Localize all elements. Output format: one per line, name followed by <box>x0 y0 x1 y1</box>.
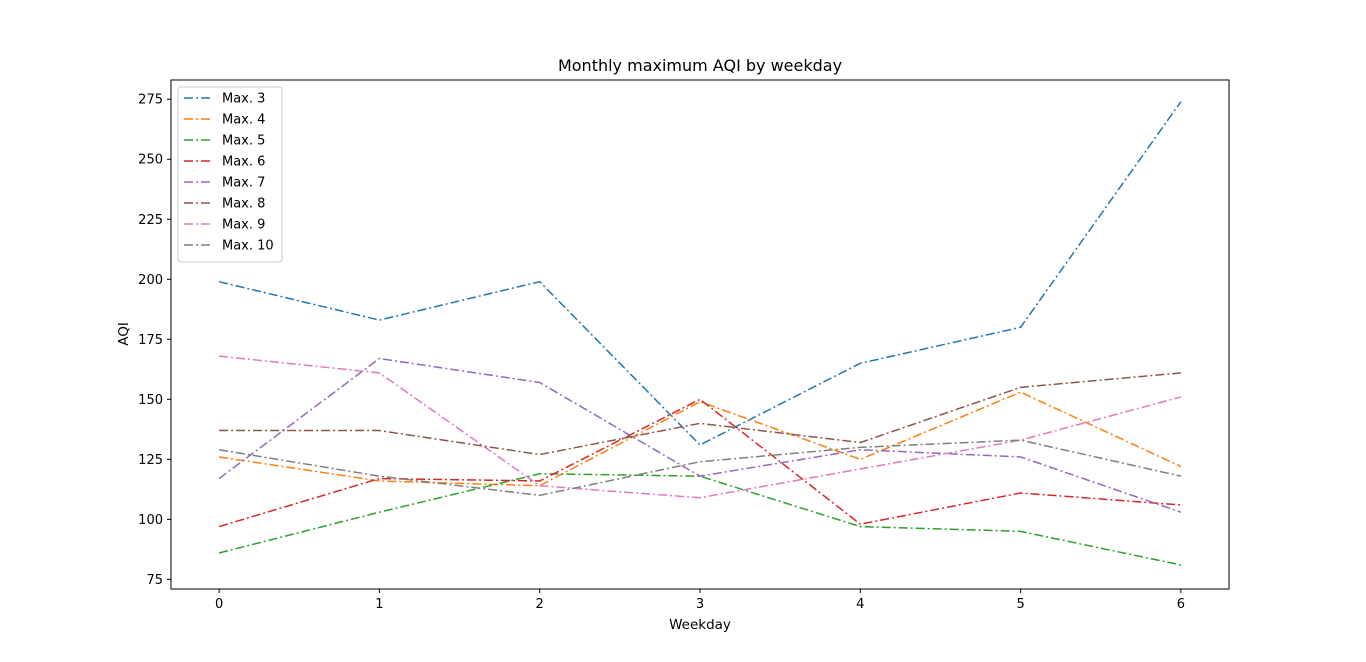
legend-label: Max. 8 <box>222 197 265 212</box>
series-line-6 <box>219 372 1181 456</box>
chart-title: Monthly maximum AQI by weekday <box>558 56 842 75</box>
y-tick-label: 125 <box>138 453 163 468</box>
x-tick-label: 5 <box>1016 597 1024 612</box>
y-tick-label: 150 <box>138 393 163 408</box>
x-tick-label: 3 <box>696 597 704 612</box>
x-tick-label: 2 <box>536 597 544 612</box>
legend-label: Max. 5 <box>222 134 265 149</box>
x-axis: 0 1 2 3 4 5 6 <box>215 589 1185 612</box>
series-lines <box>218 101 1182 566</box>
series-line-4 <box>218 398 1181 528</box>
legend-label: Max. 7 <box>222 176 265 191</box>
y-tick-label: 275 <box>138 93 163 108</box>
legend-box <box>177 86 283 263</box>
x-tick-label: 4 <box>856 597 864 612</box>
x-tick-label: 0 <box>215 597 223 612</box>
x-tick-label: 1 <box>375 597 383 612</box>
legend-label: Max. 10 <box>222 239 274 254</box>
y-axis: 75 100 125 150 175 200 225 250 275 <box>138 93 171 588</box>
x-tick-label: 6 <box>1177 597 1185 612</box>
y-axis-label: AQI <box>116 322 132 346</box>
legend: Max. 3 Max. 4 Max. 5 Max. 6 Max. 7 Max. 8 Max.… <box>177 86 283 263</box>
y-tick-label: 75 <box>146 573 163 588</box>
legend-label: Max. 6 <box>222 155 265 170</box>
series-line-7 <box>219 355 1182 499</box>
legend-label: Max. 4 <box>222 113 265 128</box>
legend-label: Max. 3 <box>222 92 265 107</box>
y-tick-label: 250 <box>138 153 163 168</box>
series-line-1 <box>218 101 1182 446</box>
x-axis-label: Weekday <box>669 617 731 633</box>
legend-label: Max. 9 <box>222 218 265 233</box>
y-tick-label: 200 <box>138 273 163 288</box>
series-line-3 <box>218 473 1182 566</box>
y-tick-label: 100 <box>138 513 163 528</box>
plot-area <box>170 79 1230 590</box>
y-tick-label: 175 <box>138 333 163 348</box>
y-tick-label: 225 <box>138 213 163 228</box>
series-line-5 <box>218 357 1182 513</box>
